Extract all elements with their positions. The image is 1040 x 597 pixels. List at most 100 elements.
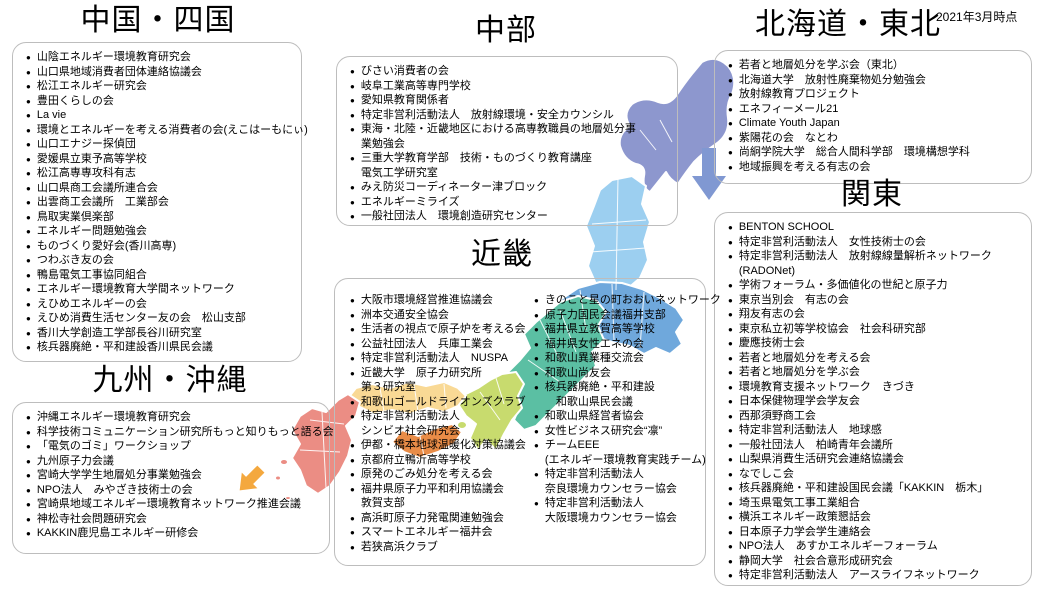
org-list-item: ● びさい消費者の会 [345,64,671,79]
org-name: 愛媛県立東予高等学校 [36,152,147,165]
org-list-item: ● 特定非営利活動法人 放射線環境・安全カウンシル [345,108,671,123]
org-list-item: ● 和歌山尚友会 [529,366,705,381]
bullet-icon: ● [728,455,733,464]
bullet-icon: ● [728,324,733,334]
region-heading-hokkaido-tohoku: 北海道・東北 [755,8,941,41]
bullet-icon: ● [534,499,539,508]
org-list-item: ● 核兵器廃絶・平和建設国民会議「KAKKIN 栃木」 [723,481,1025,496]
bullet-icon: ● [26,169,31,178]
org-list-item: ● 特定非営利活動法人 奈良環境カウンセラー協会 [529,467,705,496]
date-note: 2021年3月時点 [936,10,1018,24]
org-name: 鴨島電気工事協同組合 [36,268,147,281]
org-name: 和歌山県経営者協会 [544,410,644,422]
org-name: 一般社団法人 環境創造研究センター [360,210,548,222]
org-list-item: ● 特定非営利活動法人 女性技術士の会 [723,235,1025,250]
org-name: 和歌山ゴールドライオンズクラブ [360,395,526,408]
org-name: 山口県商工会議所連合会 [36,181,158,194]
org-name: 伊都・橋本地球温暖化対策協議会 [360,439,526,451]
org-name: エネルギーミライズ [360,195,460,208]
bullet-icon: ● [534,412,539,421]
region-heading-chugoku-shikoku: 中国・四国 [80,4,236,37]
org-name: 東海・北陸・近畿地区における高専教職員の地層処分事 業勉強会 [360,123,636,150]
bullet-icon: ● [350,412,355,421]
org-list-item: ● KAKKIN鹿児島エネルギー研修会 [21,526,323,541]
org-name: 特定非営利活動法人 大阪環境カウンセラー協会 [544,497,677,524]
bullet-icon: ● [728,223,733,232]
bullet-icon: ● [728,426,733,435]
org-list-item: ● 尚絅学院大学 総合人間科学部 環境構想学科 [723,145,1025,160]
bullet-icon: ● [26,328,31,338]
org-name: 横浜エネルギー政策懇話会 [738,511,871,523]
org-name: 特定非営利活動法人 地球感 [738,424,882,436]
org-name: 豊田くらしの会 [36,94,114,107]
org-name: 核兵器廃絶・平和建設国民会議「KAKKIN 栃木」 [738,482,989,494]
bullet-icon: ● [26,140,31,149]
bullet-icon: ● [350,212,355,221]
bullet-icon: ● [26,442,31,451]
bullet-icon: ● [350,441,355,450]
org-name: 高浜町原子力発電関連勉強会 [360,511,504,524]
org-list-item: ● 若者と地層処分を学ぶ会（東北） [723,58,1025,73]
bullet-icon: ● [26,227,31,236]
org-name: みえ防災コーディネーター津ブロック [360,181,548,193]
org-name: 生活者の視点で原子炉を考える会 [360,323,526,335]
bullet-icon: ● [350,125,355,134]
bullet-icon: ● [26,256,31,265]
bullet-icon: ● [728,310,733,319]
bullet-icon: ● [728,339,733,348]
org-name: 愛知県教育関係者 [360,94,449,106]
org-name: 一般社団法人 柏崎青年会議所 [738,438,893,451]
bullet-icon: ● [534,441,539,450]
bullet-icon: ● [728,513,733,522]
bullet-icon: ● [26,514,31,524]
org-list-item: ● 「電気のゴミ」ワークショップ [21,439,323,454]
bullet-icon: ● [26,96,31,106]
org-list-chugoku-shikoku: ● 山陰エネルギー環境教育研究会 ● 山口県地域消費者団体連絡協議会 ● 松江エネルギー研… [21,50,308,355]
org-name: 特定非営利活動法人 放射線環境・安全カウンシル [360,108,614,121]
org-list-item: ● NPO法人 みやざき技術士の会 [21,483,323,498]
bullet-icon: ● [350,368,355,378]
bullet-icon: ● [26,456,31,466]
bullet-icon: ● [26,413,31,422]
org-list-item: ● エネルギー問題勉強会 [21,224,295,239]
bullet-icon: ● [26,212,31,222]
org-name: 宮崎大学学生地層処分事業勉強会 [36,469,202,481]
org-list-item: ● 環境とエネルギーを考える消費者の会(えこはーもにぃ) [21,123,308,138]
org-name: 尚絅学院大学 総合人間科学部 環境構想学科 [738,146,970,158]
org-name: 若狭高浜クラブ [360,540,438,553]
org-list-item: ● 愛媛県立東予高等学校 [21,152,295,167]
org-name: 特定非営利活動法人 女性技術士の会 [738,235,926,248]
org-list-item: ● 静岡大学 社会合意形成研究会 [723,554,1025,569]
bullet-icon: ● [350,310,355,320]
org-name: エネルギー問題勉強会 [36,225,147,237]
org-name: 洲本交通安全協会 [360,308,449,321]
org-name: 慶應技術士会 [738,337,805,349]
org-list-item: ● 福井県立敦賀高等学校 [529,322,705,337]
bullet-icon: ● [26,471,31,480]
org-list-item: ● 愛知県教育関係者 [345,93,671,108]
bullet-icon: ● [350,197,355,207]
org-name: 西那須野商工会 [738,409,816,422]
bullet-icon: ● [728,148,733,157]
org-list-item: ● 山口県地域消費者団体連絡協議会 [21,65,295,80]
org-list-item: ● 東京当別会 有志の会 [723,293,1025,308]
org-name: NPO法人 みやざき技術士の会 [36,483,193,496]
org-list-item: ● 鴨島電気工事協同組合 [21,268,295,283]
org-list-item: ● 岐阜工業高等専門学校 [345,79,671,94]
org-list-item: ● 和歌山県経営者協会 [529,409,705,424]
bullet-icon: ● [350,325,355,334]
org-name: 特定非営利活動法人 NUSPA [360,352,508,364]
bullet-icon: ● [350,354,355,363]
org-list-item: ● 特定非営利活動法人 大阪環境カウンセラー協会 [529,496,705,525]
org-list-item: ● 特定非営利活動法人 NUSPA [345,351,529,366]
org-name: 沖縄エネルギー環境教育研究会 [36,411,191,423]
bullet-icon: ● [728,469,733,479]
bullet-icon: ● [534,383,539,392]
org-list-kanto: ● BENTON SCHOOL ● 特定非営利活動法人 女性技術士の会 ● 特定非営利活動… [723,220,1025,583]
bullet-icon: ● [534,325,539,334]
org-name: 静岡大学 社会合意形成研究会 [738,554,893,567]
org-name: 近畿大学 原子力研究所 第３研究室 [360,366,482,394]
region-heading-kinki: 近畿 [471,238,533,271]
bullet-icon: ● [728,527,733,537]
org-list-item: ● エネルギー環境教育大学間ネットワーク [21,282,295,297]
